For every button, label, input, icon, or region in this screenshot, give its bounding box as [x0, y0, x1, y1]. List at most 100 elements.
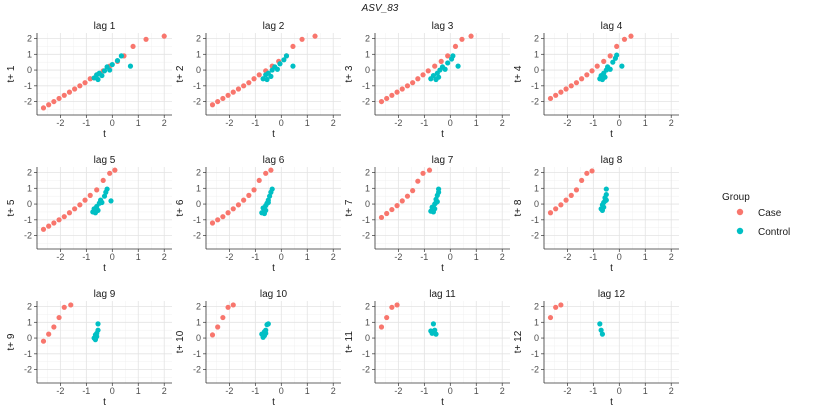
case-point — [82, 80, 88, 86]
y-tick-label: 0 — [196, 333, 201, 343]
facet-strip-label: lag 2 — [263, 21, 285, 32]
facet-panel: lag 5 -2 -1 0 1 2 -2 -1 0 1 2 t t+ 5 — [6, 153, 172, 274]
control-point — [118, 53, 124, 59]
control-point — [95, 327, 101, 333]
case-point — [573, 80, 580, 86]
case-point — [235, 86, 242, 92]
case-point — [215, 217, 221, 223]
y-axis-label: t+ 9 — [6, 333, 17, 350]
x-tick-label: 0 — [110, 252, 115, 262]
y-tick-label: 0 — [196, 199, 201, 209]
case-point — [432, 63, 438, 69]
facet-strip-label: lag 8 — [601, 155, 623, 166]
control-point — [264, 76, 270, 83]
facet-strip-label: lag 5 — [94, 155, 116, 166]
control-point — [290, 63, 296, 69]
case-point — [290, 43, 296, 50]
y-tick-label: -1 — [362, 349, 370, 359]
case-point — [235, 202, 242, 208]
x-tick-label: -1 — [82, 252, 90, 262]
case-point — [56, 95, 62, 102]
facet-panel: lag 6 -2 -1 0 1 2 -2 -1 0 1 2 t t+ 6 — [175, 153, 341, 274]
case-point — [107, 170, 113, 176]
y-tick-label: 0 — [27, 199, 32, 209]
case-point — [268, 167, 274, 173]
case-point — [594, 63, 600, 69]
case-point — [563, 86, 569, 92]
case-point — [415, 178, 421, 184]
control-point — [614, 52, 620, 58]
case-point — [415, 76, 421, 82]
x-tick-label: 2 — [669, 118, 674, 128]
control-point — [432, 327, 438, 333]
y-tick-label: -2 — [193, 97, 201, 107]
facet-panel: lag 1 -2 -1 0 1 2 -2 -1 0 1 2 t t+ 1 — [6, 19, 172, 140]
control-point — [436, 186, 442, 192]
y-tick-label: 1 — [534, 317, 539, 327]
x-tick-label: 1 — [305, 118, 310, 128]
x-axis-label: t — [610, 129, 613, 140]
y-tick-label: 2 — [534, 168, 539, 178]
x-tick-label: -1 — [251, 118, 259, 128]
y-axis-label: t+ 11 — [344, 331, 355, 353]
control-point — [610, 59, 616, 65]
y-tick-label: 0 — [365, 199, 370, 209]
x-tick-label: 2 — [162, 252, 167, 262]
case-point — [87, 192, 93, 198]
control-point — [607, 66, 613, 72]
y-tick-label: -1 — [193, 81, 201, 91]
legend-control-label: Control — [758, 227, 790, 238]
case-point — [68, 302, 74, 308]
case-point — [607, 53, 613, 59]
x-tick-label: 1 — [136, 386, 141, 396]
x-tick-label: 2 — [331, 118, 336, 128]
x-tick-label: 0 — [617, 118, 622, 128]
control-point — [95, 76, 101, 83]
case-point — [378, 98, 385, 105]
control-point — [268, 73, 274, 79]
control-point — [436, 74, 442, 80]
y-tick-label: 0 — [534, 199, 539, 209]
case-point — [468, 33, 474, 39]
case-point — [87, 76, 93, 82]
x-tick-label: 2 — [500, 252, 505, 262]
x-tick-label: -1 — [420, 118, 428, 128]
case-point — [384, 95, 390, 102]
y-tick-label: -1 — [531, 349, 539, 359]
panel-background — [206, 167, 341, 249]
control-point — [260, 76, 266, 82]
case-point — [378, 214, 385, 221]
x-axis-label: t — [610, 263, 613, 274]
facet-panels: lag 1 -2 -1 0 1 2 -2 -1 0 1 2 t t+ 1 lag 2 -2 -1 0 1 2 -2 -1… — [6, 19, 679, 408]
case-point — [51, 324, 57, 330]
y-tick-label: 2 — [27, 34, 32, 44]
panel-background — [375, 301, 510, 383]
case-point — [584, 170, 590, 176]
x-tick-label: 0 — [617, 252, 622, 262]
case-point — [389, 92, 395, 98]
control-point — [265, 199, 271, 206]
control-point — [433, 331, 439, 337]
control-point — [432, 206, 438, 212]
x-axis-label: t — [272, 263, 275, 274]
y-tick-label: -2 — [24, 365, 32, 375]
control-point — [598, 327, 604, 333]
x-tick-label: 1 — [474, 386, 479, 396]
panel-background — [544, 167, 679, 249]
x-tick-label: -1 — [251, 386, 259, 396]
control-point — [430, 321, 437, 327]
case-point — [77, 83, 83, 89]
x-axis-label: t — [272, 129, 275, 140]
control-point — [455, 63, 461, 69]
y-tick-label: 1 — [196, 49, 201, 59]
x-tick-label: 2 — [331, 386, 336, 396]
x-tick-label: -1 — [420, 386, 428, 396]
control-point — [434, 199, 440, 205]
case-point — [230, 302, 236, 308]
case-point — [77, 202, 83, 208]
x-tick-label: -2 — [56, 118, 64, 128]
y-tick-label: -2 — [531, 97, 539, 107]
facet-strip — [206, 153, 341, 167]
x-tick-label: -2 — [394, 386, 402, 396]
